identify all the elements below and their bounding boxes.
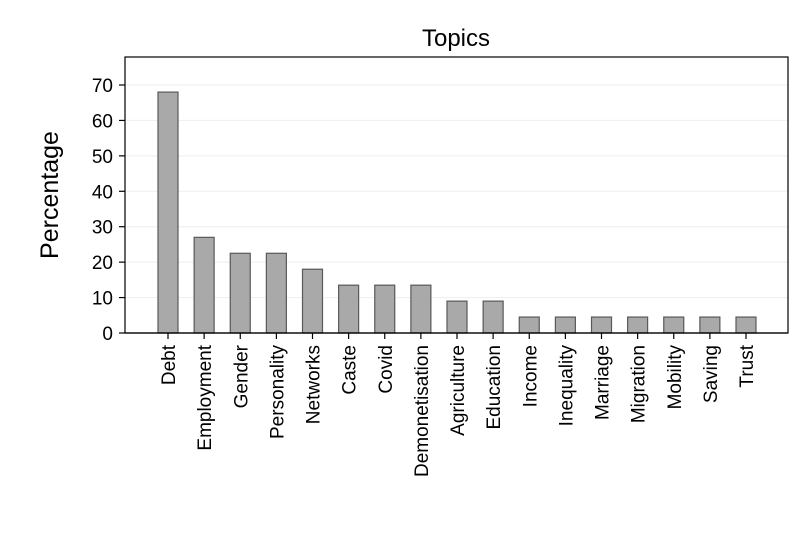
y-tick-label: 60	[92, 111, 113, 132]
x-tick-label: Covid	[376, 345, 397, 394]
bar	[374, 284, 396, 334]
x-tick-label: Migration	[629, 345, 650, 423]
x-tick-label: Saving	[701, 345, 722, 403]
x-tick-label: Debt	[159, 344, 180, 385]
bar	[590, 316, 613, 334]
bar	[699, 316, 721, 334]
x-tick-label: Income	[520, 345, 541, 407]
y-tick-label: 20	[92, 253, 113, 274]
x-tick-label: Personality	[267, 345, 288, 439]
bar	[338, 284, 360, 334]
bar	[735, 316, 757, 334]
bar	[265, 252, 287, 334]
y-tick-label: 40	[92, 182, 113, 203]
x-tick-label: Mobility	[665, 345, 686, 410]
x-tick-label: Caste	[340, 345, 361, 395]
y-tick-label: 10	[92, 289, 113, 310]
x-tick-label: Inequality	[556, 345, 577, 427]
bar	[229, 252, 251, 334]
y-tick-label: 0	[102, 324, 113, 345]
bar	[663, 316, 685, 334]
y-tick-label: 30	[92, 218, 113, 239]
bar	[157, 91, 179, 334]
bar	[482, 300, 504, 334]
x-axis: Debt Employment Gender Personality Networks C…	[159, 333, 758, 477]
x-tick-label: Trust	[737, 344, 758, 387]
y-tick-label: 70	[92, 76, 113, 97]
x-tick-label: Marriage	[593, 345, 614, 420]
bar	[518, 316, 540, 334]
bar	[193, 236, 215, 334]
x-tick-label: Agriculture	[448, 345, 469, 436]
chart-title: Topics	[422, 25, 490, 52]
x-tick-label: Demonetisation	[412, 345, 433, 477]
bar	[627, 316, 649, 334]
x-tick-label: Gender	[231, 344, 252, 408]
x-tick-label: Education	[484, 345, 505, 430]
bar	[410, 284, 432, 334]
bar	[554, 316, 576, 334]
bars	[157, 91, 757, 334]
x-tick-label: Networks	[304, 345, 325, 424]
x-tick-label: Employment	[195, 344, 216, 450]
bar	[446, 300, 468, 334]
y-axis-label: Percentage	[36, 131, 64, 259]
bar	[301, 268, 324, 334]
y-tick-label: 50	[92, 147, 113, 168]
